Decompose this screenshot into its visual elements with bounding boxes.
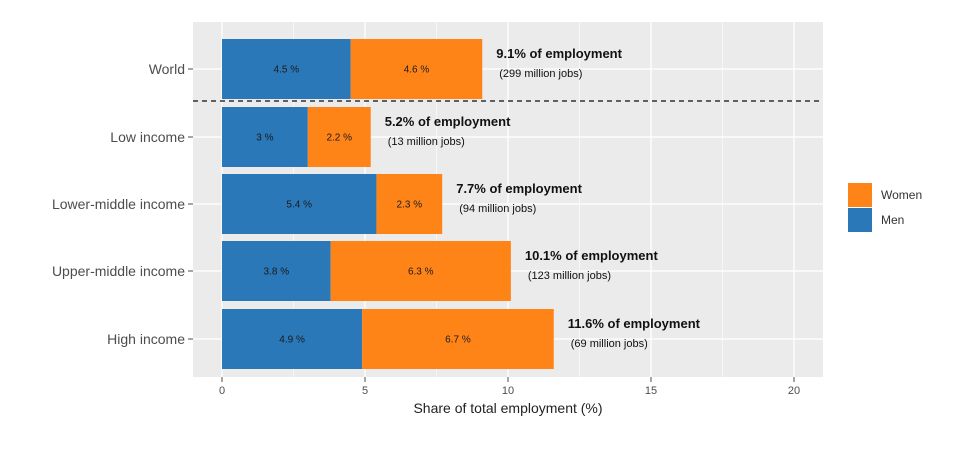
annotation-jobs-2: (94 million jobs) — [459, 203, 536, 215]
x-tick-label-0: 0 — [219, 385, 225, 397]
bar-men-0 — [222, 39, 351, 99]
x-axis-ticks: 0 5 10 15 20 — [219, 377, 800, 397]
bar-label-men-2: 5.4 % — [286, 200, 312, 211]
bar-label-men-1: 3 % — [256, 133, 273, 144]
legend-swatch-women — [848, 183, 872, 207]
annotation-share-3: 10.1% of employment — [525, 248, 659, 263]
y-category-label-1: Low income — [110, 129, 185, 145]
annotation-share-1: 5.2% of employment — [385, 114, 511, 129]
annotation-jobs-0: (299 million jobs) — [499, 68, 582, 80]
bar-women-1 — [307, 107, 371, 167]
bar-label-men-4: 4.9 % — [279, 335, 305, 346]
bar-label-women-3: 6.3 % — [408, 267, 434, 278]
y-axis-categories: World Low income Lower-middle income Upper-… — [52, 61, 193, 347]
legend: Women Men — [848, 183, 922, 232]
annotation-jobs-3: (123 million jobs) — [528, 270, 611, 282]
segment-labels: 4.5 % 4.6 % 3 % 2.2 % 5.4 % 2.3 % 3.8 % 6.3 % 4.… — [256, 65, 471, 346]
x-tick-label-10: 10 — [502, 385, 514, 397]
bar-men-2 — [222, 174, 377, 234]
bar-women-0 — [350, 39, 483, 99]
annotation-share-4: 11.6% of employment — [568, 316, 701, 331]
x-axis-title: Share of total employment (%) — [413, 400, 602, 416]
y-category-label-3: Upper-middle income — [52, 263, 185, 279]
bar-men-4 — [222, 309, 363, 369]
bars — [222, 39, 554, 369]
annotations: 9.1% of employment (299 million jobs) 5.2%… — [385, 46, 701, 350]
bar-women-3 — [330, 241, 511, 301]
bar-label-women-4: 6.7 % — [445, 335, 471, 346]
annotation-share-2: 7.7% of employment — [456, 181, 582, 196]
bar-women-4 — [362, 309, 554, 369]
bar-label-women-2: 2.3 % — [397, 200, 423, 211]
x-tick-label-20: 20 — [788, 385, 800, 397]
x-tick-label-15: 15 — [645, 385, 657, 397]
legend-swatch-men — [848, 208, 872, 232]
x-tick-label-5: 5 — [362, 385, 368, 397]
bar-label-men-0: 4.5 % — [274, 65, 300, 76]
bar-men-3 — [222, 241, 331, 301]
annotation-jobs-4: (69 million jobs) — [571, 338, 648, 350]
legend-label-women: Women — [881, 188, 922, 202]
bar-men-1 — [222, 107, 308, 167]
y-category-label-2: Lower-middle income — [52, 196, 185, 212]
y-category-label-0: World — [149, 61, 185, 77]
annotation-share-0: 9.1% of employment — [496, 46, 622, 61]
bar-label-women-1: 2.2 % — [326, 133, 352, 144]
annotation-jobs-1: (13 million jobs) — [388, 136, 465, 148]
y-category-label-4: High income — [107, 331, 185, 347]
bar-women-2 — [376, 174, 443, 234]
legend-label-men: Men — [881, 213, 904, 227]
bar-label-women-0: 4.6 % — [404, 65, 430, 76]
bar-label-men-3: 3.8 % — [264, 267, 290, 278]
